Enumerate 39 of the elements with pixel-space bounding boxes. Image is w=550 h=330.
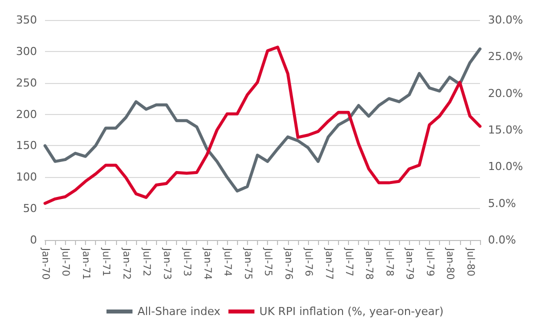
y-tick-label: 0 [30, 234, 37, 246]
x-tick-label: Jan-78 [363, 247, 374, 280]
y2-tick-label: 10.0% [488, 160, 523, 174]
x-tick-label: Jul-78 [383, 247, 394, 276]
y2-tick-label: 5.0% [488, 196, 516, 210]
x-tick-label: Jan-70 [40, 247, 50, 280]
x-tick-label: Jul-73 [181, 247, 192, 276]
y-tick-label: 50 [23, 202, 37, 216]
x-tick-label: Jul-72 [140, 247, 152, 276]
x-tick-label: Jul-77 [342, 247, 354, 276]
y-tick-label: 300 [16, 44, 37, 58]
x-tick-label: Jan-80 [444, 247, 456, 280]
y-tick-label: 350 [16, 14, 37, 26]
y2-tick-label: 20.0% [488, 86, 523, 100]
x-tick-label: Jul-80 [464, 247, 476, 276]
x-tick-label: Jul-74 [222, 247, 233, 276]
y-tick-label: 200 [16, 108, 37, 121]
x-tick-label: Jan-74 [201, 247, 212, 280]
y-tick-label: 100 [16, 170, 37, 184]
x-tick-label: Jul-79 [424, 247, 435, 276]
y-tick-label: 250 [16, 76, 37, 90]
x-tick-label: Jan-73 [160, 247, 172, 280]
y2-tick-label: 0.0% [488, 234, 516, 246]
x-tick-label: Jul-76 [302, 247, 314, 276]
y2-tick-label: 15.0% [488, 124, 523, 136]
y2-tick-label: 25.0% [488, 50, 523, 64]
x-tick-label: Jan-76 [282, 247, 294, 280]
x-tick-label: Jan-77 [322, 247, 334, 280]
legend-label: UK RPI inflation (%, year-on-year) [259, 305, 444, 318]
y2-tick-label: 30.0% [488, 14, 523, 26]
x-tick-label: Jul-70 [60, 247, 71, 276]
x-tick-label: Jan-79 [404, 247, 415, 280]
x-tick-label: Jan-71 [80, 247, 91, 280]
x-tick-label: Jul-75 [262, 247, 274, 276]
x-tick-label: Jul-71 [100, 247, 112, 276]
x-tick-label: Jan-75 [242, 247, 253, 280]
legend-label: All-Share index [137, 305, 221, 318]
x-tick-label: Jan-72 [120, 247, 132, 280]
y-tick-label: 150 [16, 139, 37, 152]
